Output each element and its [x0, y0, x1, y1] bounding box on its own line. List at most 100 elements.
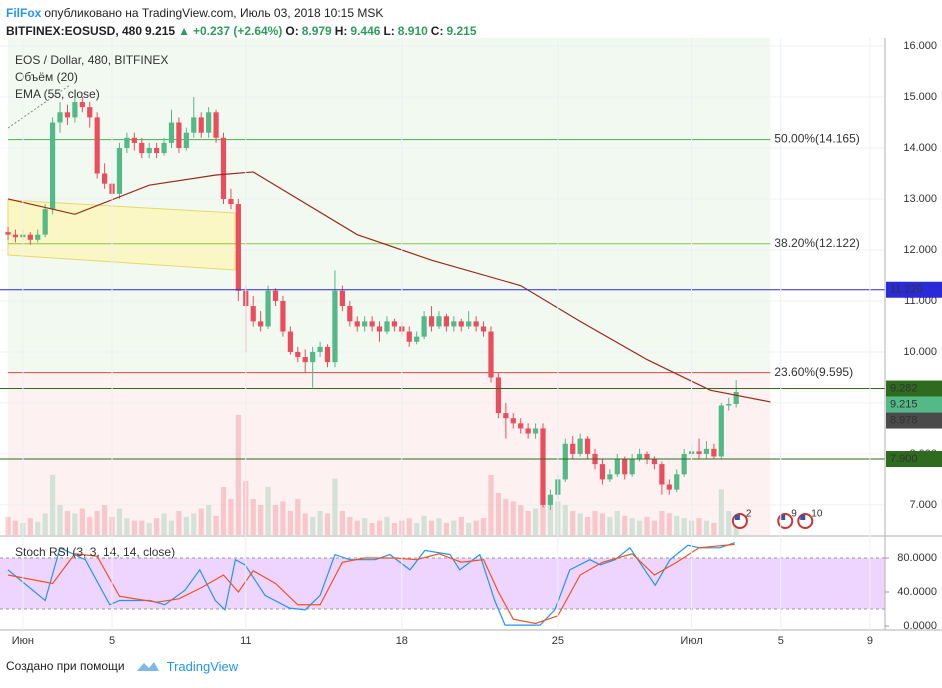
volume-bar — [428, 520, 435, 535]
candle-body — [258, 321, 264, 327]
candle-body — [250, 306, 256, 322]
volume-bar — [726, 510, 732, 535]
candle-body — [466, 321, 472, 327]
candle-body — [116, 147, 123, 194]
volume-bar — [384, 516, 390, 535]
ohlc-value: 8.910 — [397, 24, 428, 38]
volume-bar — [220, 486, 227, 535]
symbol: BITFINEX:EOSUSD, 480 — [6, 24, 143, 38]
candle-body — [607, 474, 613, 480]
candle-body — [570, 443, 576, 454]
event-label: 9 — [791, 509, 797, 520]
volume-bar — [681, 518, 687, 535]
candle-body — [495, 377, 502, 414]
y-tick-label: 14.000 — [903, 142, 937, 154]
stoch-pane — [0, 542, 885, 626]
candle-body — [510, 418, 516, 424]
candle-body — [406, 331, 412, 342]
ohlc-value: 9.215 — [446, 24, 477, 38]
change: +0.237 (+2.64%) — [192, 24, 283, 38]
candle-body — [295, 351, 301, 358]
candle-body — [12, 234, 19, 238]
candle-body — [518, 423, 524, 429]
stoch-tick-label: 40.0000 — [897, 586, 937, 598]
volume-bar — [525, 510, 531, 535]
candle-body — [599, 464, 606, 480]
volume-bar — [332, 478, 338, 535]
volume-bar — [42, 513, 48, 535]
volume-bar — [480, 518, 487, 535]
volume-bar — [629, 518, 635, 535]
volume-bar — [228, 498, 234, 535]
event-label: 10 — [811, 509, 823, 520]
candle-body — [726, 404, 732, 406]
candle-body — [191, 117, 197, 133]
volume-bar — [636, 520, 643, 535]
x-tick-label: 25 — [552, 635, 564, 647]
logo-shape — [136, 662, 159, 671]
volume-bar — [436, 518, 442, 535]
candle-body — [629, 459, 635, 475]
candle-body — [35, 234, 41, 240]
volume-bar — [206, 504, 212, 535]
price-label: 8.978 — [890, 414, 918, 426]
y-tick-label: 11.000 — [904, 295, 937, 307]
volume-bar — [495, 492, 502, 535]
candle-body — [376, 326, 383, 332]
ohlc-label: H: — [334, 24, 348, 38]
last: 9.215 — [145, 24, 176, 38]
candle-body — [480, 326, 487, 332]
volume-bar — [79, 508, 85, 535]
axes — [0, 38, 942, 631]
candle-body — [272, 290, 279, 301]
candle-body — [473, 321, 479, 327]
trend-line — [7, 84, 71, 129]
volume-bar — [584, 516, 591, 535]
candle-body — [659, 464, 665, 485]
volume-bar — [154, 518, 160, 535]
candle-body — [332, 290, 338, 363]
price-label-bg — [886, 281, 942, 298]
candle-body — [64, 112, 71, 118]
candle-body — [711, 448, 717, 457]
volume-bar — [451, 520, 457, 535]
volume-bar — [369, 522, 375, 535]
candle-body — [488, 331, 494, 378]
volume-bar — [116, 508, 123, 535]
candle-body — [228, 198, 234, 205]
ohlc-label: L: — [383, 24, 395, 38]
volume-bar — [64, 510, 71, 535]
volume-bar — [50, 474, 56, 535]
volume-bar — [607, 516, 613, 535]
candle-body — [50, 122, 56, 210]
volume-bar — [265, 486, 271, 535]
candle-body — [436, 316, 442, 327]
candle-body — [421, 316, 427, 337]
candle-body — [131, 137, 137, 143]
x-tick-label: 11 — [240, 635, 251, 647]
candle-body — [265, 290, 271, 327]
volume-bar — [414, 522, 420, 535]
volume-bar — [198, 508, 204, 535]
candle-body — [525, 428, 531, 434]
volume-bar — [161, 513, 167, 535]
stoch-tick-label: 0.0000 — [903, 620, 937, 632]
candle-body — [362, 321, 368, 327]
volume-bar — [659, 510, 665, 535]
candle-body — [636, 453, 643, 460]
candle-body — [168, 122, 175, 143]
volume-bar — [666, 513, 672, 535]
ohlc: O: 8.979 H: 9.446 L: 8.910 C: 9.215 — [285, 24, 479, 38]
candle-body — [414, 336, 420, 342]
volume-bar — [644, 516, 650, 535]
volume-bar — [473, 520, 479, 535]
volume-bar — [599, 513, 606, 535]
x-tick-label: Июл — [680, 635, 702, 647]
y-tick-label: 7.000 — [909, 499, 937, 511]
volume-bar — [5, 516, 11, 535]
volume-bar — [72, 513, 78, 535]
candle-body — [681, 453, 687, 475]
